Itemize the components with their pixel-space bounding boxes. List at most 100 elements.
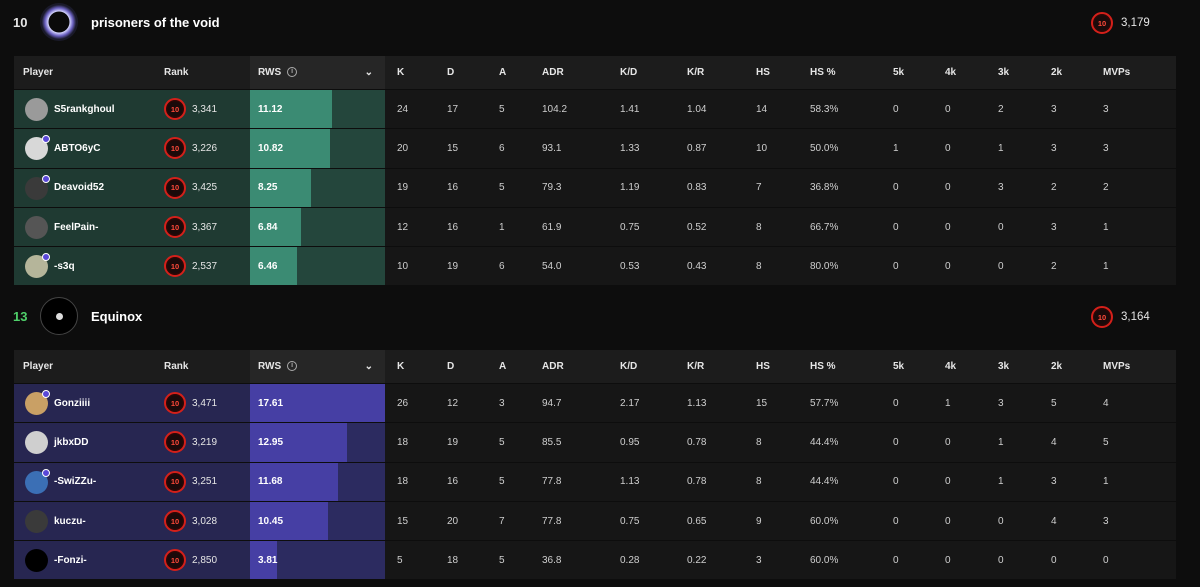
column-header-rws[interactable]: RWS i ⌄	[250, 56, 385, 89]
avatar[interactable]	[25, 255, 48, 279]
column-header-player[interactable]: Player	[23, 67, 54, 78]
column-header-mvps[interactable]: MVPs	[1103, 67, 1131, 78]
column-header-k[interactable]: K	[397, 361, 405, 372]
team-name[interactable]: prisoners of the void	[91, 15, 220, 30]
player-row[interactable]: -s3q 10 2,537 6.46 10 19 6 54.0 0.53 0.43 8 80.0% 0 0…	[14, 246, 1176, 286]
avatar[interactable]	[25, 176, 48, 200]
chevron-down-icon[interactable]: ⌄	[364, 361, 373, 372]
player-row[interactable]: -Fonzi- 10 2,850 3.81 5 18 5 36.8 0.28 0.22 3 60.0%…	[14, 540, 1176, 580]
stat-a: 5	[499, 476, 505, 488]
player-rank: 10 3,341	[164, 90, 217, 128]
column-header-d[interactable]: D	[447, 67, 455, 78]
column-header-player[interactable]: Player	[23, 361, 54, 372]
player-row[interactable]: Gonziiii 10 3,471 17.61 26 12 3 94.7 2.17 1.13 15 5…	[14, 383, 1176, 423]
stat-a: 1	[499, 221, 505, 233]
stat-adr: 85.5	[542, 436, 562, 448]
stat-kr: 0.87	[687, 142, 707, 154]
stat-k2: 3	[1051, 142, 1057, 154]
avatar[interactable]	[25, 215, 48, 239]
stats-cell-background	[385, 462, 1176, 501]
column-header-k3[interactable]: 3k	[998, 67, 1010, 78]
stats-cell-background	[385, 168, 1176, 207]
player-row[interactable]: kuczu- 10 3,028 10.45 15 20 7 77.8 0.75 0.65 9 60.0…	[14, 500, 1176, 541]
column-header-k[interactable]: K	[397, 67, 405, 78]
team-stats-table: Player Rank RWS i ⌄ K D A ADR K/D K/R HS HS % 5k 4k 3k 2…	[14, 56, 1176, 286]
player-row[interactable]: FeelPain- 10 3,367 6.84 12 16 1 61.9 0.75 0.52 8 66…	[14, 206, 1176, 247]
player-row[interactable]: ABTO6yC 10 3,226 10.82 20 15 6 93.1 1.33 0.87 10 50…	[14, 128, 1176, 168]
player-rank: 10 3,367	[164, 208, 217, 246]
column-header-hs[interactable]: HS	[756, 361, 770, 372]
column-header-d[interactable]: D	[447, 361, 455, 372]
column-header-rws[interactable]: RWS i ⌄	[250, 350, 385, 383]
rws-value: 11.12	[258, 103, 283, 115]
player-name[interactable]: ABTO6yC	[54, 142, 101, 154]
column-header-kd[interactable]: K/D	[620, 67, 638, 78]
player-name[interactable]: -SwiZZu-	[54, 476, 97, 488]
column-header-kd[interactable]: K/D	[620, 361, 638, 372]
stat-kd: 2.17	[620, 397, 640, 409]
info-icon[interactable]: i	[287, 361, 298, 372]
stat-k5: 0	[893, 515, 899, 527]
column-header-adr[interactable]: ADR	[542, 361, 564, 372]
stats-cell-background	[385, 501, 1176, 541]
team-logo[interactable]	[40, 297, 78, 335]
player-name[interactable]: -s3q	[54, 260, 75, 272]
column-header-rank[interactable]: Rank	[164, 361, 189, 372]
rws-header-group: RWS i	[258, 350, 298, 383]
player-name[interactable]: kuczu-	[54, 515, 86, 527]
player-name[interactable]: Deavoid52	[54, 182, 105, 194]
column-header-k4[interactable]: 4k	[945, 361, 957, 372]
chevron-down-icon[interactable]: ⌄	[364, 67, 373, 78]
column-header-k4[interactable]: 4k	[945, 67, 957, 78]
stat-kd: 0.75	[620, 221, 640, 233]
team-header: 10 prisoners of the void 10 3,179	[0, 0, 1200, 44]
column-header-mvps[interactable]: MVPs	[1103, 361, 1131, 372]
stat-kd: 0.75	[620, 515, 640, 527]
team-logo[interactable]	[40, 3, 78, 41]
player-name[interactable]: FeelPain-	[54, 221, 99, 233]
column-header-kr[interactable]: K/R	[687, 67, 705, 78]
player-row[interactable]: jkbxDD 10 3,219 12.95 18 19 5 85.5 0.95 0.78 8 44.4…	[14, 422, 1176, 462]
stats-cell-background	[385, 247, 1176, 286]
column-header-hs[interactable]: HS	[756, 67, 770, 78]
stat-k3: 3	[998, 182, 1004, 194]
stat-a: 5	[499, 182, 505, 194]
rws-bar: 10.45	[250, 501, 385, 541]
avatar[interactable]	[25, 98, 48, 121]
stat-k5: 0	[893, 397, 899, 409]
column-header-hs-pct[interactable]: HS %	[810, 67, 836, 78]
stat-d: 16	[447, 221, 459, 233]
avatar[interactable]	[25, 137, 48, 161]
column-header-a[interactable]: A	[499, 361, 507, 372]
stat-a: 5	[499, 103, 505, 115]
avatar[interactable]	[25, 549, 48, 573]
team-name[interactable]: Equinox	[91, 309, 143, 324]
player-row[interactable]: -SwiZZu- 10 3,251 11.68 18 16 5 77.8 1.13 0.78 8 44…	[14, 461, 1176, 501]
player-row[interactable]: Deavoid52 10 3,425 8.25 19 16 5 79.3 1.19 0.83 7 36…	[14, 167, 1176, 207]
column-header-k5[interactable]: 5k	[893, 67, 905, 78]
avatar[interactable]	[25, 392, 48, 415]
column-header-a[interactable]: A	[499, 67, 507, 78]
column-header-kr[interactable]: K/R	[687, 361, 705, 372]
player-row[interactable]: S5rankghoul 10 3,341 11.12 24 17 5 104.2 1.41 1.0…	[14, 89, 1176, 129]
column-header-k2[interactable]: 2k	[1051, 67, 1063, 78]
column-header-adr[interactable]: ADR	[542, 67, 564, 78]
info-icon[interactable]: i	[287, 67, 298, 78]
player-name[interactable]: Gonziiii	[54, 397, 91, 409]
avatar[interactable]	[25, 470, 48, 494]
column-header-rank[interactable]: Rank	[164, 67, 189, 78]
avatar[interactable]	[25, 509, 48, 533]
column-header-k2[interactable]: 2k	[1051, 361, 1063, 372]
rws-value: 17.61	[258, 397, 284, 409]
player-name[interactable]: S5rankghoul	[54, 103, 115, 115]
stat-k2: 4	[1051, 515, 1057, 527]
column-header-k5[interactable]: 5k	[893, 361, 905, 372]
column-header-k3[interactable]: 3k	[998, 361, 1010, 372]
player-name[interactable]: jkbxDD	[54, 436, 89, 448]
stat-k4: 0	[945, 515, 951, 527]
column-header-hs-pct[interactable]: HS %	[810, 361, 836, 372]
badge-icon	[42, 174, 50, 183]
avatar[interactable]	[25, 431, 48, 455]
rws-bar: 11.12	[250, 90, 385, 129]
player-name[interactable]: -Fonzi-	[54, 554, 87, 566]
